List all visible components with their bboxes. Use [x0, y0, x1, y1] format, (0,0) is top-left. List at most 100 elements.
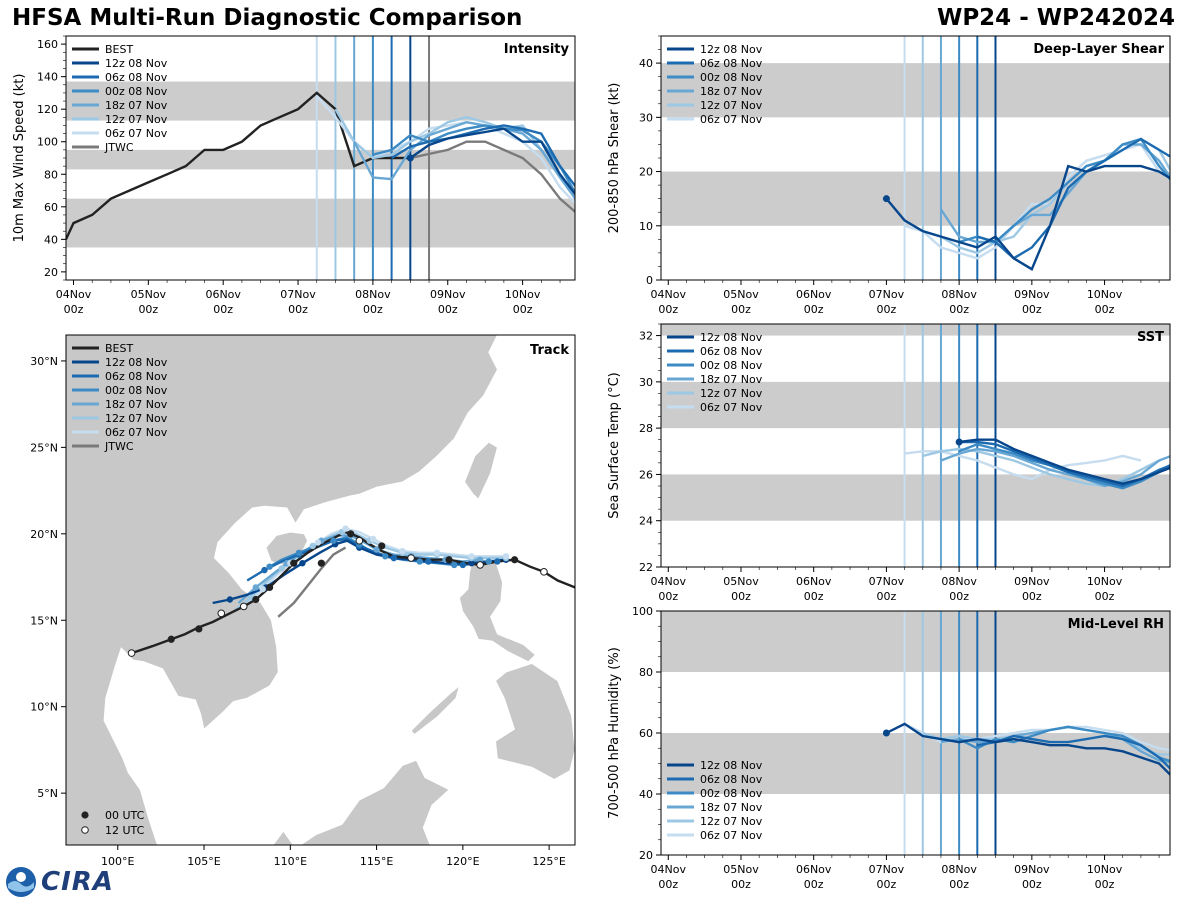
best-marker-00utc	[318, 560, 325, 567]
y-tick-label: 0	[646, 274, 653, 287]
legend-label: 12z 08 Nov	[700, 331, 763, 344]
legend-label: 12z 07 Nov	[700, 99, 763, 112]
x-tick-sublabel: 00z	[1022, 303, 1042, 316]
best-marker-00utc	[195, 625, 202, 632]
y-tick-label: 26	[639, 468, 653, 481]
y-axis-label: 200-850 hPa Shear (kt)	[607, 83, 622, 234]
y-tick-label: 20	[639, 166, 653, 179]
best-marker-12utc	[128, 650, 135, 657]
marker-legend-label: 12 UTC	[105, 824, 145, 837]
track-point	[486, 558, 492, 564]
y-tick-label: 30	[639, 111, 653, 124]
best-marker-00utc	[266, 584, 273, 591]
x-tick-sublabel: 00z	[363, 303, 383, 316]
legend-label: 18z 07 Nov	[105, 398, 168, 411]
legend-label: 18z 07 Nov	[700, 801, 763, 814]
x-tick-label: 05Nov	[723, 575, 759, 588]
panel-title: Track	[530, 343, 569, 358]
y-tick-label: 24	[639, 515, 653, 528]
y-tick-label: 40	[639, 788, 653, 801]
legend-label: 06z 08 Nov	[105, 370, 168, 383]
x-tick-label: 09Nov	[1014, 288, 1050, 301]
track-point	[460, 562, 466, 568]
x-tick-label: 09Nov	[430, 288, 466, 301]
x-tick-label: 10Nov	[1087, 863, 1123, 876]
x-tick-label: 07Nov	[869, 288, 905, 301]
shaded-band	[66, 150, 575, 170]
lon-tick-label: 110°E	[274, 855, 307, 868]
track-point	[278, 565, 284, 571]
y-axis-label: 700-500 hPa Humidity (%)	[607, 647, 622, 819]
x-tick-label: 07Nov	[869, 863, 905, 876]
lon-tick-label: 105°E	[187, 855, 220, 868]
legend-label: 00z 08 Nov	[105, 384, 168, 397]
legend-label: 06z 08 Nov	[700, 57, 763, 70]
track-point	[342, 525, 348, 531]
x-tick-label: 04Nov	[651, 575, 687, 588]
x-tick-sublabel: 00z	[288, 303, 308, 316]
lon-tick-label: 115°E	[360, 855, 393, 868]
track-point	[259, 586, 265, 592]
panel-sst: 22 24 26 28 30 32 04Nov 00z 05Nov 00z 06Nov 00z 07No…	[607, 324, 1200, 603]
legend-label: 06z 07 Nov	[105, 426, 168, 439]
legend-label: 12z 07 Nov	[105, 412, 168, 425]
x-tick-label: 07Nov	[280, 288, 316, 301]
best-marker-00utc	[511, 556, 518, 563]
legend-label: 00z 08 Nov	[700, 787, 763, 800]
noaa-globe-icon	[5, 866, 37, 898]
legend-label: 18z 07 Nov	[105, 99, 168, 112]
legend-label: JTWC	[104, 440, 134, 453]
x-tick-sublabel: 00z	[1095, 878, 1115, 891]
x-tick-sublabel: 00z	[731, 590, 751, 603]
x-tick-label: 05Nov	[723, 863, 759, 876]
legend-label: 06z 07 Nov	[105, 127, 168, 140]
x-tick-sublabel: 00z	[1022, 590, 1042, 603]
y-tick-label: 20	[639, 849, 653, 862]
legend-label: 00z 08 Nov	[700, 359, 763, 372]
cira-logo-text: CIRA	[41, 867, 114, 897]
panel-title: Deep-Layer Shear	[1033, 42, 1164, 57]
y-tick-label: 60	[44, 201, 58, 214]
panel-title: Intensity	[504, 42, 570, 57]
x-tick-sublabel: 00z	[513, 303, 533, 316]
panel-shear: 0 10 20 30 40 04Nov 00z 05Nov 00z 06Nov 00z 07Nov 00…	[607, 36, 1200, 316]
panel-rh: 2040608010004Nov00z05Nov00z06Nov00z07Nov…	[607, 605, 1200, 891]
track-point	[451, 562, 457, 568]
x-tick-sublabel: 00z	[731, 878, 751, 891]
legend-label: 06z 07 Nov	[700, 401, 763, 414]
track-point	[503, 553, 509, 559]
track-point	[330, 538, 336, 544]
track-point	[468, 553, 474, 559]
best-marker-12utc	[408, 555, 415, 562]
x-tick-label: 06Nov	[796, 288, 832, 301]
x-tick-label: 10Nov	[1087, 575, 1123, 588]
y-tick-label: 28	[639, 422, 653, 435]
y-tick-label: 100	[37, 136, 58, 149]
x-tick-label: 05Nov	[131, 288, 167, 301]
best-marker-00utc	[252, 596, 259, 603]
x-tick-sublabel: 00z	[1095, 303, 1115, 316]
lon-tick-label: 125°E	[532, 855, 565, 868]
x-tick-sublabel: 00z	[658, 303, 678, 316]
legend-label: 18z 07 Nov	[700, 373, 763, 386]
legend-label: BEST	[105, 43, 133, 56]
best-marker-12utc	[240, 603, 247, 610]
init-marker	[883, 195, 890, 202]
track-point	[296, 550, 302, 556]
legend-label: 12z 08 Nov	[105, 57, 168, 70]
legend-label: 06z 07 Nov	[700, 829, 763, 842]
x-tick-sublabel: 00z	[804, 878, 824, 891]
x-tick-label: 04Nov	[56, 288, 92, 301]
init-marker	[407, 155, 414, 162]
track-point	[399, 548, 405, 554]
track-point	[382, 553, 388, 559]
shaded-band	[66, 199, 575, 248]
x-tick-sublabel: 00z	[658, 590, 678, 603]
lat-tick-label: 10°N	[30, 701, 58, 714]
track-point	[266, 563, 272, 569]
init-marker	[883, 730, 890, 737]
best-marker-00utc	[168, 636, 175, 643]
diagnostic-figure: 2040608010012014016004Nov00z05Nov00z06No…	[0, 0, 1200, 900]
x-tick-label: 05Nov	[723, 288, 759, 301]
track-point	[370, 536, 376, 542]
